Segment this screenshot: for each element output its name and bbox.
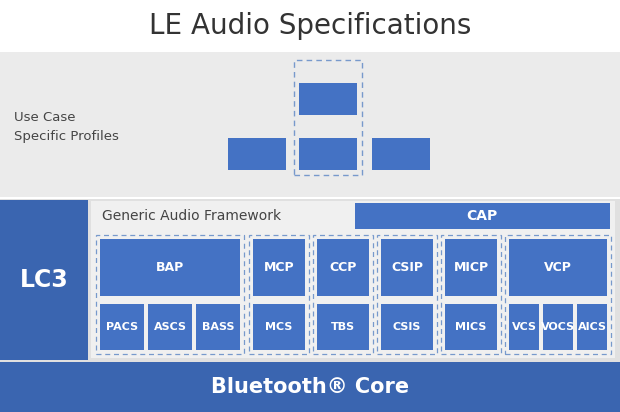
Text: VCS: VCS xyxy=(512,322,536,332)
Bar xyxy=(253,304,305,350)
Bar xyxy=(100,239,240,296)
Bar xyxy=(355,203,610,229)
Bar xyxy=(249,235,309,354)
Bar xyxy=(441,235,501,354)
Bar xyxy=(381,304,433,350)
Bar xyxy=(0,0,620,52)
Text: VOCS: VOCS xyxy=(541,322,575,332)
Bar xyxy=(96,235,244,354)
Bar xyxy=(509,304,539,350)
Text: CAP: CAP xyxy=(466,209,498,223)
Bar xyxy=(253,239,305,296)
Bar xyxy=(0,200,88,360)
Bar xyxy=(148,304,192,350)
Text: PACS: PACS xyxy=(106,322,138,332)
Text: AICS: AICS xyxy=(577,322,606,332)
Bar xyxy=(0,52,620,197)
Text: BAP: BAP xyxy=(156,261,184,274)
Text: MICP: MICP xyxy=(453,261,489,274)
Text: TMAP: TMAP xyxy=(237,147,277,161)
Text: LE Audio Specifications: LE Audio Specifications xyxy=(149,12,471,40)
Bar xyxy=(299,83,357,115)
Bar xyxy=(381,239,433,296)
Text: MCS: MCS xyxy=(265,322,293,332)
Bar xyxy=(543,304,573,350)
Bar xyxy=(445,239,497,296)
Bar xyxy=(100,304,144,350)
Text: CSIS: CSIS xyxy=(393,322,421,332)
Text: ASCS: ASCS xyxy=(154,322,187,332)
Bar xyxy=(317,304,369,350)
Bar xyxy=(299,138,357,170)
Bar xyxy=(196,304,240,350)
Text: HAS: HAS xyxy=(314,147,342,161)
Text: HAP: HAP xyxy=(314,93,343,105)
Text: Use Case
Specific Profiles: Use Case Specific Profiles xyxy=(14,111,119,143)
Bar xyxy=(294,60,362,175)
Text: VCP: VCP xyxy=(544,261,572,274)
Bar xyxy=(377,235,437,354)
Bar xyxy=(317,239,369,296)
Text: TBS: TBS xyxy=(331,322,355,332)
Text: MICS: MICS xyxy=(455,322,487,332)
Bar xyxy=(228,138,286,170)
Bar xyxy=(505,235,611,354)
Bar xyxy=(577,304,607,350)
Bar xyxy=(0,362,620,412)
Text: LC3: LC3 xyxy=(20,268,68,292)
Bar xyxy=(372,138,430,170)
Bar xyxy=(313,235,373,354)
Text: CSIP: CSIP xyxy=(391,261,423,274)
Bar xyxy=(509,239,607,296)
Text: MCP: MCP xyxy=(264,261,294,274)
Text: Generic Audio Framework: Generic Audio Framework xyxy=(102,209,281,223)
Text: PBP: PBP xyxy=(387,147,415,161)
Text: BASS: BASS xyxy=(202,322,234,332)
Bar xyxy=(0,199,620,362)
Bar xyxy=(445,304,497,350)
Bar xyxy=(91,201,615,358)
Text: CCP: CCP xyxy=(329,261,356,274)
Text: Bluetooth® Core: Bluetooth® Core xyxy=(211,377,409,397)
